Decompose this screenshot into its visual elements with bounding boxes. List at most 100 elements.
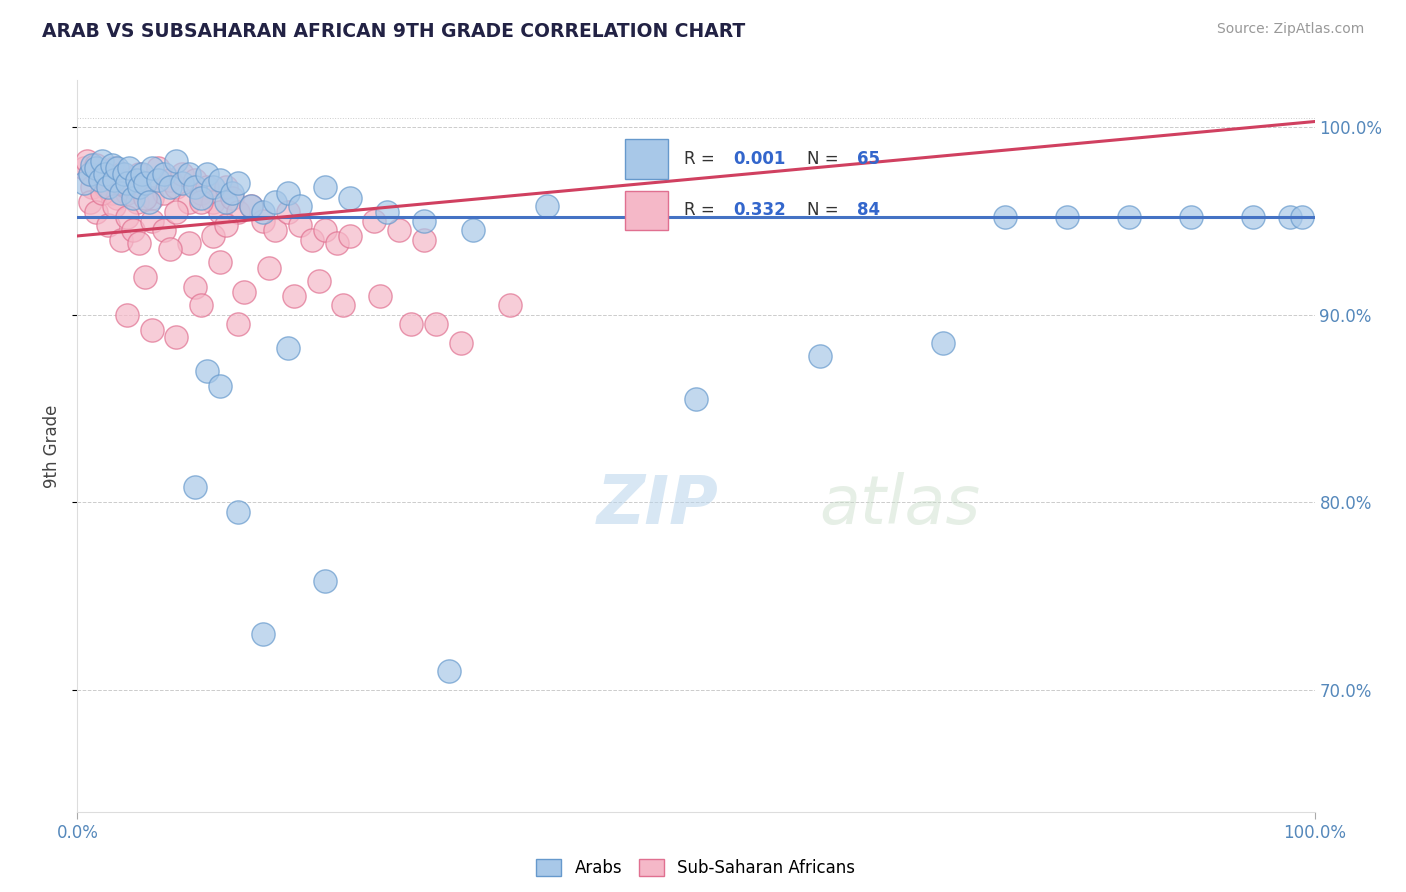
Point (110, 167, 132, 181)
Text: N =: N = (807, 150, 839, 168)
Point (93, 180, 115, 194)
Point (221, 186, 243, 200)
Text: R =: R = (683, 202, 714, 219)
Point (118, 172, 141, 186)
Point (450, 335, 472, 350)
Point (190, 191, 212, 205)
Point (277, 342, 299, 356)
Point (932, 335, 955, 350)
Point (131, 167, 153, 181)
Point (97, 218, 120, 232)
Point (91, 153, 114, 168)
Text: Source: ZipAtlas.com: Source: ZipAtlas.com (1216, 22, 1364, 37)
Point (277, 204, 299, 219)
Point (103, 172, 125, 186)
Point (202, 195, 225, 210)
Point (165, 204, 187, 219)
Point (808, 349, 831, 363)
Point (134, 177, 156, 191)
Point (165, 153, 187, 168)
Point (375, 204, 398, 219)
Point (226, 317, 249, 331)
Point (326, 236, 349, 251)
Point (79, 167, 101, 181)
Point (195, 167, 218, 181)
Point (425, 317, 447, 331)
Point (314, 180, 336, 194)
Point (252, 204, 274, 219)
FancyBboxPatch shape (624, 191, 668, 230)
Point (314, 574, 336, 588)
Point (499, 298, 522, 312)
Point (97, 172, 120, 186)
Point (226, 177, 249, 191)
Point (153, 167, 176, 181)
Text: 0.332: 0.332 (733, 202, 786, 219)
Point (1180, 210, 1202, 224)
Point (172, 167, 194, 181)
Point (177, 195, 200, 210)
Point (141, 214, 163, 228)
Point (91, 186, 114, 200)
Point (208, 172, 231, 186)
Point (202, 229, 225, 244)
Point (101, 158, 124, 172)
FancyBboxPatch shape (624, 139, 668, 178)
Point (134, 177, 156, 191)
Point (1056, 210, 1078, 224)
Point (125, 195, 148, 210)
Point (1291, 210, 1313, 224)
Point (1278, 210, 1301, 224)
Point (138, 195, 160, 210)
Text: 65: 65 (856, 150, 880, 168)
Point (159, 242, 181, 256)
Point (202, 180, 225, 194)
Point (184, 180, 207, 194)
Point (128, 236, 150, 251)
Point (89, 172, 111, 186)
Text: N =: N = (807, 202, 839, 219)
Point (239, 199, 262, 213)
Point (153, 186, 176, 200)
Point (72, 177, 94, 191)
Point (105, 161, 128, 176)
Point (685, 392, 707, 406)
Point (388, 223, 411, 237)
Point (91, 167, 114, 181)
Point (122, 191, 145, 205)
Point (226, 505, 249, 519)
Point (195, 364, 218, 378)
Point (239, 199, 262, 213)
Point (118, 161, 141, 176)
Point (101, 186, 124, 200)
Point (339, 229, 361, 244)
Point (277, 186, 299, 200)
Point (159, 180, 181, 194)
Text: 0.001: 0.001 (733, 150, 786, 168)
Point (184, 172, 207, 186)
Point (122, 223, 145, 237)
Point (110, 233, 132, 247)
Point (115, 177, 138, 191)
Point (79, 195, 101, 210)
Point (84, 158, 107, 172)
Point (141, 191, 163, 205)
Point (401, 317, 423, 331)
Point (115, 186, 138, 200)
Point (103, 199, 125, 213)
Point (412, 233, 434, 247)
Point (177, 236, 200, 251)
Point (89, 172, 111, 186)
Point (257, 260, 280, 275)
Point (159, 172, 181, 186)
Point (184, 480, 207, 494)
Point (339, 191, 361, 205)
Point (112, 177, 135, 191)
Point (146, 161, 169, 176)
Point (110, 186, 132, 200)
Point (112, 167, 135, 181)
Point (84, 204, 107, 219)
Y-axis label: 9th Grade: 9th Grade (42, 404, 60, 488)
Point (994, 210, 1017, 224)
Point (208, 204, 231, 219)
